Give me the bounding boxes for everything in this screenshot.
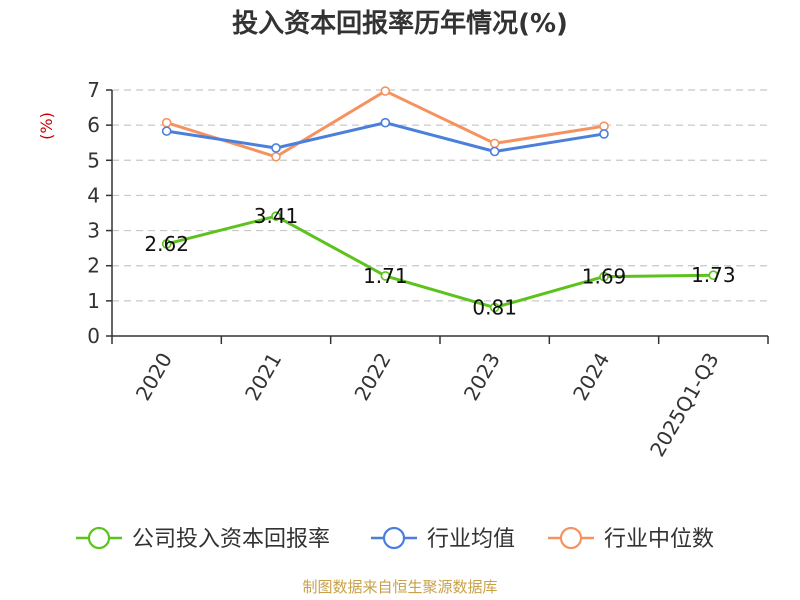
data-label: 2.62 (144, 232, 189, 256)
legend-label: 公司投入资本回报率 (132, 527, 330, 552)
x-tick-label: 2023 (459, 348, 505, 404)
series-line-0 (166, 214, 714, 310)
data-point (380, 86, 391, 96)
data-label: 1.69 (582, 265, 627, 289)
chart-title: 投入资本回报率历年情况(%) (232, 8, 568, 39)
data-point (489, 302, 500, 313)
data-point (599, 121, 609, 131)
data-label: 1.71 (363, 264, 408, 288)
data-point (161, 126, 172, 136)
y-tick-label: 3 (87, 219, 100, 243)
y-tick-label: 4 (87, 183, 100, 207)
x-tick-label: 2020 (131, 349, 177, 405)
x-tick-label: 2022 (349, 349, 395, 405)
grid-lines (112, 89, 768, 302)
y-tick-label: 0 (87, 324, 100, 348)
legend-marker (559, 526, 583, 550)
series-lines (161, 86, 719, 313)
data-point (271, 143, 281, 153)
y-tick-label: 7 (87, 78, 100, 102)
data-point (599, 129, 609, 139)
data-point (161, 117, 172, 128)
y-axis-unit: (%) (37, 112, 56, 140)
data-label: 1.73 (691, 263, 736, 287)
data-label: 3.41 (254, 204, 299, 228)
data-point (161, 239, 172, 249)
legend-marker (382, 526, 406, 550)
y-tick-label: 5 (87, 148, 100, 172)
x-tick-label: 2024 (568, 349, 614, 405)
data-point (599, 271, 609, 282)
data-label: 0.81 (472, 296, 517, 320)
data-point (708, 270, 719, 281)
x-tick-label: 2021 (240, 349, 286, 405)
data-point (380, 271, 391, 281)
data-point (271, 211, 281, 221)
x-tick-label: 2025Q1-Q3 (645, 349, 724, 461)
source-note: 制图数据来自恒生聚源数据库 (302, 578, 497, 596)
data-point (489, 138, 500, 149)
y-tick-label: 2 (87, 254, 100, 278)
y-tick-label: 1 (87, 289, 100, 313)
legend-label: 行业均值 (427, 527, 515, 552)
data-point (489, 146, 500, 157)
data-labels: 2.62 3.41 1.71 0.81 1.69 1.73 (144, 204, 735, 319)
y-axis-ticks: 0 1 2 3 4 5 6 7 (87, 78, 113, 348)
y-tick-label: 6 (87, 113, 100, 137)
legend-label: 行业中位数 (604, 527, 714, 552)
data-point (380, 117, 391, 128)
legend-marker (87, 526, 111, 550)
legend: 公司投入资本回报率 行业均值 行业中位数 (76, 526, 714, 552)
data-point (271, 151, 281, 162)
x-axis: 2020 2021 2022 2023 2024 2025Q1-Q3 (111, 335, 769, 461)
